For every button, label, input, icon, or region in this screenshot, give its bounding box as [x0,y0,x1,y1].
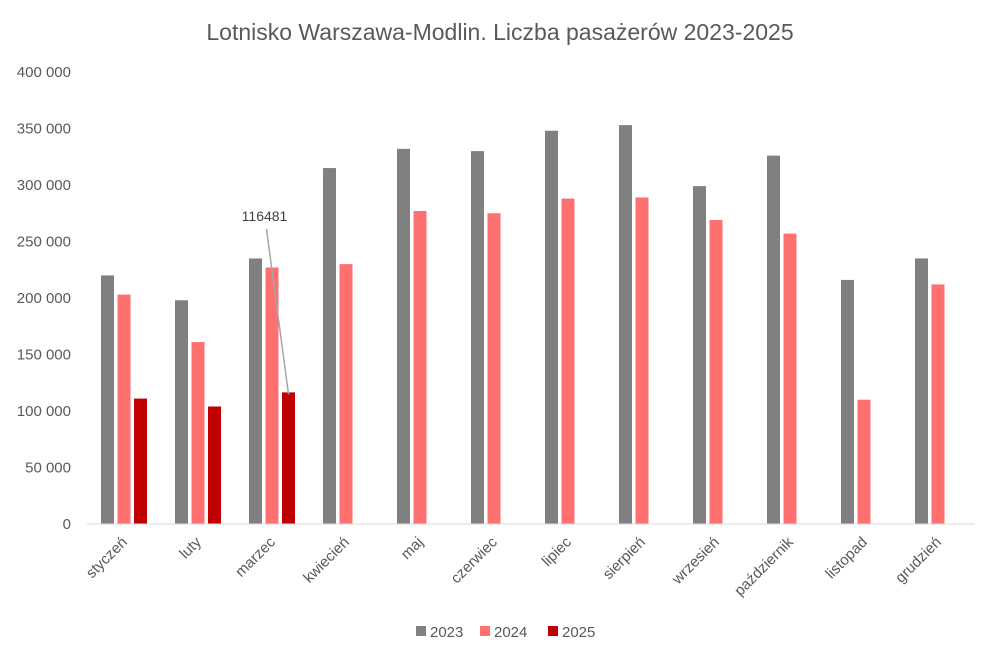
x-tick-label: listopad [822,534,871,583]
bar-2024-marzec [265,267,279,524]
x-axis: styczeń luty marzec kwiecień maj czerwiec lipi… [83,533,945,599]
x-tick-label: grudzień [892,534,945,587]
bar-2023-luty [175,300,188,524]
bar-2023-styczeń [101,275,114,524]
bar-2023-sierpień [619,125,632,525]
y-tick-label: 50 000 [25,460,71,477]
bar-2024-luty [191,342,205,524]
y-tick-label: 250 000 [17,234,71,251]
bar-2023-maj [397,148,410,524]
x-tick-label: luty [176,533,205,562]
legend-label-2025: 2025 [562,624,595,641]
y-tick-label: 0 [63,516,71,533]
bar-2024-kwiecień [339,264,353,524]
y-axis: 0 50 000 100 000 150 000 200 000 250 000 300 0… [17,64,71,533]
bar-2024-wrzesień [709,220,723,524]
x-tick-label: październik [731,533,797,599]
x-tick-label: kwiecień [300,534,353,587]
bar-2023-marzec [249,258,262,524]
x-tick-label: marzec [232,533,279,580]
bar-2025-luty [208,406,221,524]
bar-2023-wrzesień [693,186,706,524]
x-tick-label: styczeń [83,534,131,582]
x-tick-label: wrzesień [668,534,723,589]
chart-title: Lotnisko Warszawa-Modlin. Liczba pasażer… [206,19,793,45]
legend-swatch-2025 [548,626,558,636]
bar-2024-grudzień [931,284,945,524]
bar-2024-listopad [857,399,871,524]
x-tick-label: lipiec [539,533,576,570]
legend-swatch-2023 [416,626,426,636]
y-tick-label: 300 000 [17,177,71,194]
bar-2023-grudzień [915,258,928,524]
legend: 2023 2024 2025 [416,624,595,641]
bar-2023-listopad [841,279,854,524]
bar-2023-kwiecień [323,168,336,525]
legend-swatch-2024 [480,626,490,636]
bar-2023-październik [767,155,780,524]
annotations: 116481 [242,208,290,395]
y-tick-label: 150 000 [17,347,71,364]
annotation-leader-line [265,228,290,395]
x-tick-label: czerwiec [448,533,502,587]
y-tick-label: 350 000 [17,121,71,138]
bar-2024-sierpień [635,197,649,524]
bar-2025-styczeń [134,398,147,524]
bar-2024-październik [783,233,797,524]
bar-2024-lipiec [561,198,575,524]
bars [101,125,945,525]
annotation-label: 116481 [242,208,288,224]
bar-2023-lipiec [545,130,558,524]
bar-2024-maj [413,210,427,525]
y-tick-label: 100 000 [17,403,71,420]
y-tick-label: 400 000 [17,64,71,81]
x-tick-label: sierpień [600,534,649,583]
legend-label-2024: 2024 [494,624,527,641]
x-tick-label: maj [398,534,427,563]
y-tick-label: 200 000 [17,290,71,307]
bar-2025-marzec [282,392,295,524]
legend-label-2023: 2023 [430,624,463,641]
bar-2024-czerwiec [487,213,501,524]
bar-2023-czerwiec [471,151,484,524]
bar-2024-styczeń [117,294,131,524]
